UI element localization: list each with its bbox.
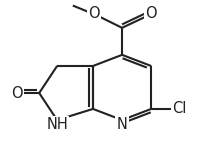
Text: NH: NH: [46, 117, 68, 132]
Text: O: O: [11, 86, 23, 100]
Text: O: O: [145, 6, 157, 21]
Text: N: N: [117, 117, 127, 131]
Text: O: O: [88, 6, 100, 21]
Text: Cl: Cl: [172, 101, 186, 116]
